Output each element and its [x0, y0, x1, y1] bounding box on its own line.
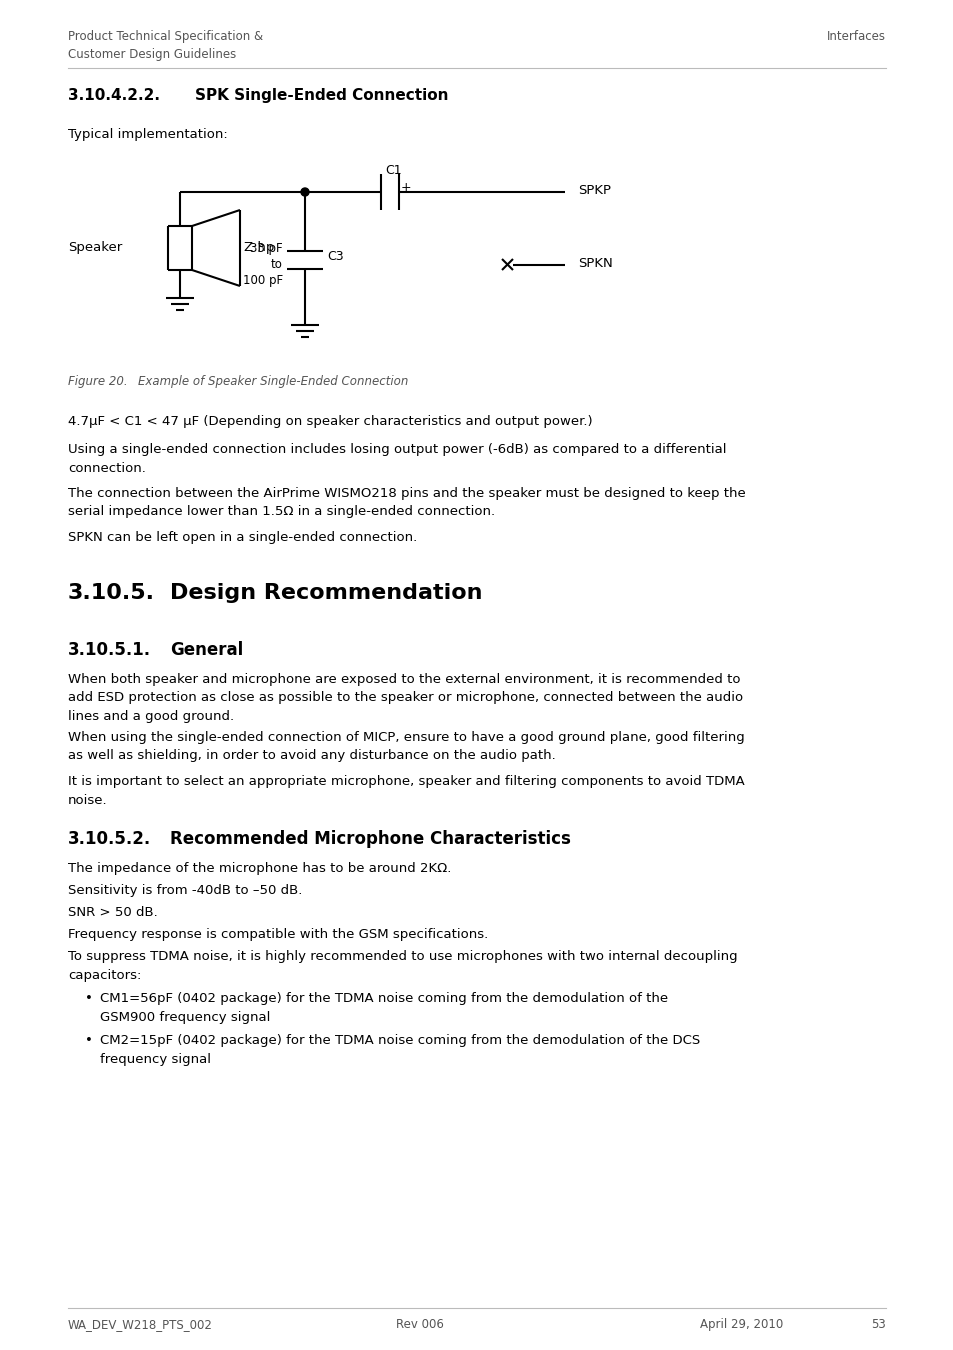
Text: It is important to select an appropriate microphone, speaker and filtering compo: It is important to select an appropriate… — [68, 775, 744, 806]
Text: Figure 20.: Figure 20. — [68, 375, 128, 387]
Text: General: General — [170, 641, 243, 659]
Text: Typical implementation:: Typical implementation: — [68, 128, 228, 140]
Text: WA_DEV_W218_PTS_002: WA_DEV_W218_PTS_002 — [68, 1318, 213, 1331]
Text: 3.10.5.: 3.10.5. — [68, 583, 154, 603]
Text: 4.7μF < C1 < 47 μF (Depending on speaker characteristics and output power.): 4.7μF < C1 < 47 μF (Depending on speaker… — [68, 414, 592, 428]
Text: 53: 53 — [870, 1318, 885, 1331]
Text: When both speaker and microphone are exposed to the external environment, it is : When both speaker and microphone are exp… — [68, 674, 742, 724]
Text: The connection between the AirPrime WISMO218 pins and the speaker must be design: The connection between the AirPrime WISM… — [68, 487, 745, 518]
Text: Speaker: Speaker — [68, 242, 122, 254]
Text: •: • — [85, 1034, 92, 1048]
Text: •: • — [85, 992, 92, 1004]
Circle shape — [301, 188, 309, 196]
Text: SPKN: SPKN — [578, 256, 612, 270]
Text: Rev 006: Rev 006 — [395, 1318, 443, 1331]
Text: SPK Single-Ended Connection: SPK Single-Ended Connection — [194, 88, 448, 103]
Text: To suppress TDMA noise, it is highly recommended to use microphones with two int: To suppress TDMA noise, it is highly rec… — [68, 950, 737, 981]
Text: Product Technical Specification &
Customer Design Guidelines: Product Technical Specification & Custom… — [68, 30, 263, 61]
Text: SNR > 50 dB.: SNR > 50 dB. — [68, 906, 157, 919]
Text: 33 pF
to
100 pF: 33 pF to 100 pF — [243, 242, 283, 288]
Text: CM1=56pF (0402 package) for the TDMA noise coming from the demodulation of the
G: CM1=56pF (0402 package) for the TDMA noi… — [100, 992, 667, 1023]
Text: C3: C3 — [327, 250, 343, 263]
Text: April 29, 2010: April 29, 2010 — [700, 1318, 782, 1331]
Text: SPKP: SPKP — [578, 184, 610, 197]
Text: Recommended Microphone Characteristics: Recommended Microphone Characteristics — [170, 830, 570, 848]
Text: CM2=15pF (0402 package) for the TDMA noise coming from the demodulation of the D: CM2=15pF (0402 package) for the TDMA noi… — [100, 1034, 700, 1065]
Text: 3.10.5.1.: 3.10.5.1. — [68, 641, 151, 659]
Text: Example of Speaker Single-Ended Connection: Example of Speaker Single-Ended Connecti… — [138, 375, 408, 387]
Text: 3.10.5.2.: 3.10.5.2. — [68, 830, 152, 848]
Text: Design Recommendation: Design Recommendation — [170, 583, 482, 603]
Text: +: + — [400, 181, 411, 194]
Text: SPKN can be left open in a single-ended connection.: SPKN can be left open in a single-ended … — [68, 531, 416, 544]
Text: Frequency response is compatible with the GSM specifications.: Frequency response is compatible with th… — [68, 927, 488, 941]
Text: When using the single-ended connection of MICP, ensure to have a good ground pla: When using the single-ended connection o… — [68, 730, 744, 763]
Text: The impedance of the microphone has to be around 2KΩ.: The impedance of the microphone has to b… — [68, 863, 451, 875]
Text: Z hp: Z hp — [244, 242, 274, 254]
Text: C1: C1 — [385, 163, 401, 177]
Text: Interfaces: Interfaces — [826, 30, 885, 43]
Text: Sensitivity is from -40dB to –50 dB.: Sensitivity is from -40dB to –50 dB. — [68, 884, 302, 896]
Text: 3.10.4.2.2.: 3.10.4.2.2. — [68, 88, 160, 103]
Text: Using a single-ended connection includes losing output power (-6dB) as compared : Using a single-ended connection includes… — [68, 443, 726, 474]
